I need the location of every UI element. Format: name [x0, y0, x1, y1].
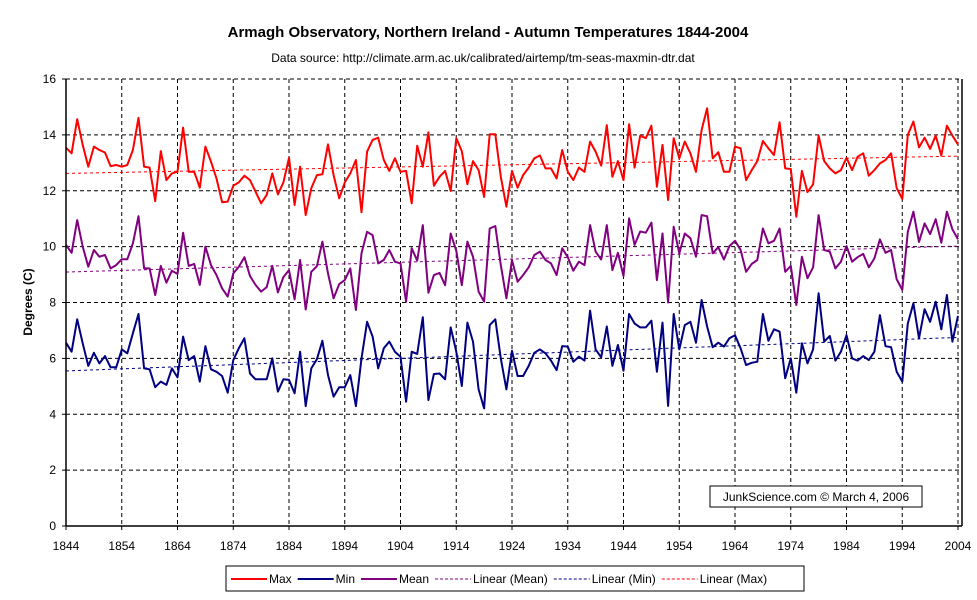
legend-item: Max — [231, 572, 292, 586]
legend-label: Linear (Min) — [592, 572, 656, 586]
x-tick-label: 1974 — [777, 539, 804, 553]
legend-label: Max — [269, 572, 292, 586]
series-lines — [65, 107, 959, 410]
legend-item: Min — [297, 572, 355, 586]
y-tick-label: 8 — [49, 296, 56, 310]
y-tick-label: 14 — [43, 128, 57, 142]
x-tick-label: 1984 — [833, 539, 860, 553]
x-tick-label: 1944 — [610, 539, 637, 553]
x-tick-label: 1994 — [889, 539, 916, 553]
y-tick-label: 10 — [43, 240, 57, 254]
y-tick-label: 0 — [49, 519, 56, 533]
y-axis-label: Degrees (C) — [21, 268, 35, 335]
legend: Max Min Mean Linear (Mean) Linear (Min) Linea… — [225, 565, 805, 592]
legend-item: Linear (Mean) — [435, 572, 548, 586]
x-tick-label: 1844 — [53, 539, 80, 553]
annotation-box: JunkScience.com © March 4, 2006 — [709, 485, 923, 508]
x-tick-label: 1894 — [331, 539, 358, 553]
series-line-mean — [65, 210, 959, 311]
y-tick-label: 6 — [49, 351, 56, 365]
legend-label: Linear (Max) — [700, 572, 767, 586]
x-tick-label: 1954 — [666, 539, 693, 553]
legend-label: Linear (Mean) — [473, 572, 548, 586]
y-tick-label: 16 — [43, 72, 57, 86]
series-line-max — [65, 107, 959, 218]
x-tick-label: 1884 — [276, 539, 303, 553]
legend-label: Mean — [399, 572, 429, 586]
y-tick-label: 12 — [43, 184, 57, 198]
trendline-linear-max — [65, 155, 959, 174]
x-tick-label: 1904 — [387, 539, 414, 553]
x-tick-label: 1924 — [499, 539, 526, 553]
series-line-min — [65, 292, 959, 410]
legend-item: Linear (Min) — [553, 572, 656, 586]
x-tick-label: 2004 — [945, 539, 972, 553]
chart-title: Armagh Observatory, Northern Ireland - A… — [228, 24, 749, 41]
axes — [62, 78, 963, 530]
x-tick-label: 1874 — [220, 539, 247, 553]
y-tick-labels: 0 2 4 6 8 10 12 14 16 — [43, 72, 57, 533]
legend-item: Linear (Max) — [661, 572, 767, 586]
gridlines — [66, 78, 962, 526]
x-tick-label: 1934 — [554, 539, 581, 553]
x-tick-label: 1864 — [164, 539, 191, 553]
annotation-text: JunkScience.com © March 4, 2006 — [723, 490, 910, 504]
y-tick-label: 4 — [49, 407, 56, 421]
x-tick-label: 1964 — [722, 539, 749, 553]
legend-item: Mean — [361, 572, 429, 586]
legend-label: Min — [336, 572, 355, 586]
x-tick-labels: 1844 1854 1864 1874 1884 1894 1904 1914 1924 1934… — [53, 539, 972, 553]
x-tick-label: 1914 — [443, 539, 470, 553]
x-tick-label: 1854 — [108, 539, 135, 553]
chart-subtitle: Data source: http://climate.arm.ac.uk/ca… — [271, 51, 695, 65]
y-tick-label: 2 — [49, 463, 56, 477]
